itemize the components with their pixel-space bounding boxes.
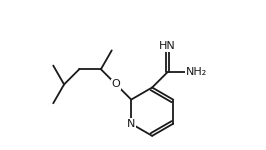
Text: HN: HN xyxy=(159,41,176,51)
Text: N: N xyxy=(127,119,135,129)
Text: O: O xyxy=(112,79,120,89)
Text: NH₂: NH₂ xyxy=(186,67,207,77)
